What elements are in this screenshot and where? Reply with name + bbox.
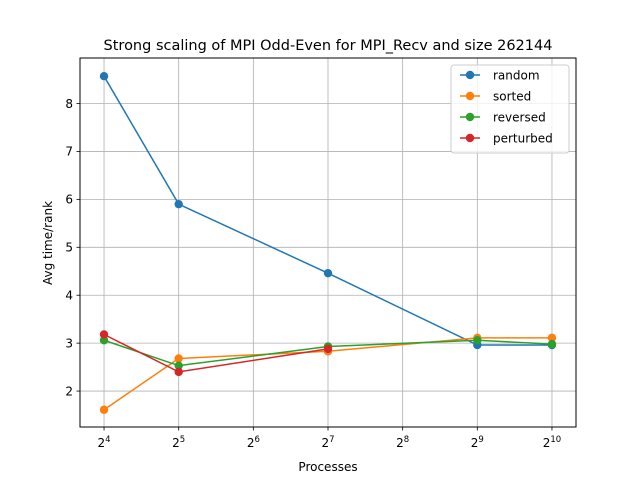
grid [80, 58, 576, 427]
legend-marker [465, 70, 475, 80]
x-axis-label: Processes [298, 460, 357, 474]
x-tick-base: 2 [247, 436, 255, 450]
data-point-reversed [99, 336, 109, 345]
series-perturbed [99, 330, 333, 377]
legend: random sorted reversed perturbed [450, 64, 570, 154]
data-point-sorted [547, 333, 557, 343]
x-tick-label: 24 [98, 435, 111, 450]
x-tick-label: 29 [471, 435, 484, 450]
legend-label: random [493, 68, 540, 82]
legend-marker [465, 133, 475, 143]
legend-marker [465, 91, 475, 101]
y-tick-label: 4 [65, 289, 73, 303]
data-point-perturbed [99, 330, 109, 339]
y-tick-label: 5 [65, 241, 73, 255]
x-tick-exponent: 5 [180, 435, 185, 445]
x-tick-base: 2 [543, 436, 551, 450]
x-tick-exponent: 8 [404, 435, 409, 445]
y-tick-label: 8 [65, 97, 73, 111]
x-tick-label: 28 [396, 435, 409, 450]
y-tick-label: 7 [65, 145, 73, 159]
x-tick-exponent: 7 [329, 435, 334, 445]
data-point-perturbed [174, 367, 183, 377]
y-axis-label: Avg time/rank [41, 201, 55, 285]
data-point-perturbed [323, 344, 333, 354]
x-tick-exponent: 4 [105, 435, 110, 445]
data-point-random [323, 268, 333, 278]
legend-item-perturbed: perturbed [460, 131, 553, 145]
x-tick-label: 27 [321, 435, 334, 450]
legend-box [450, 64, 570, 154]
legend-label: perturbed [493, 131, 553, 145]
data-point-reversed [174, 361, 183, 370]
x-tick-base: 2 [396, 436, 404, 450]
legend-label: reversed [493, 110, 546, 124]
data-point-sorted [174, 354, 183, 363]
legend-marker [465, 112, 475, 122]
x-tick-exponent: 9 [478, 435, 483, 445]
chart-title: Strong scaling of MPI Odd-Even for MPI_R… [104, 38, 553, 54]
x-tick-label: 25 [172, 435, 185, 450]
data-point-random [174, 199, 183, 209]
y-tick-label: 2 [65, 384, 73, 398]
x-tick-label: 210 [543, 435, 561, 450]
y-tick-label: 3 [65, 336, 73, 350]
x-axis: 24 25 26 27 28 29 210 [98, 427, 561, 450]
data-point-reversed [473, 336, 482, 345]
x-tick-exponent: 10 [550, 435, 561, 445]
data-point-reversed [547, 339, 557, 349]
x-tick-base: 2 [471, 436, 479, 450]
legend-item-random: random [460, 68, 540, 82]
x-tick-exponent: 6 [254, 435, 259, 445]
x-tick-base: 2 [321, 436, 329, 450]
y-tick-label: 6 [65, 193, 73, 207]
y-axis: 2 3 4 5 6 7 8 [65, 97, 80, 398]
legend-label: sorted [493, 89, 531, 103]
x-tick-base: 2 [172, 436, 180, 450]
legend-item-reversed: reversed [460, 110, 546, 124]
data-point-sorted [99, 405, 109, 414]
legend-item-sorted: sorted [460, 89, 531, 103]
data-point-random [99, 72, 109, 81]
series-layer [99, 72, 557, 414]
x-tick-base: 2 [98, 436, 106, 450]
x-tick-label: 26 [247, 435, 260, 450]
